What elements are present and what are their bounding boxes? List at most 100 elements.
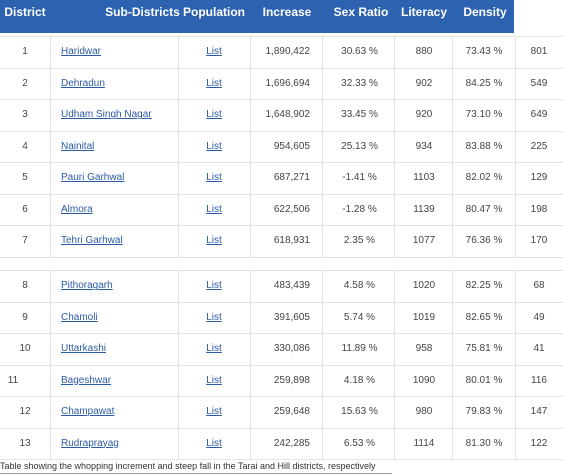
header-population: Population [183,5,245,19]
sub-district-link[interactable]: Nainital [61,140,95,152]
column-divider [50,36,51,257]
increase-value-cell: 30.63 % [322,36,397,68]
increase-value: 2.35 % [343,235,376,247]
column-divider [178,270,179,459]
increase-value: 4.58 % [343,280,376,292]
population-list-link[interactable]: List [206,46,222,58]
density-value-cell: 170 [515,225,563,257]
sub-district-link[interactable]: Almora [61,203,93,215]
density-value: 198 [530,203,548,215]
sub-district-link-cell: Pithoragarh [55,270,177,302]
sub-district-link[interactable]: Champawat [61,406,115,418]
sub-district-link[interactable]: Udham Singh Nagar [61,109,152,121]
literacy-value: 76.36 % [465,235,503,247]
population-list-link-cell: List [180,333,248,365]
row-divider [0,193,563,195]
column-divider [178,36,179,257]
literacy-value-cell: 73.43 % [452,36,516,68]
population-value-cell: 1,890,422 [250,36,320,68]
district-number: 1 [22,46,28,58]
table-row: 9 Chamoli List 391,605 5.74 % 1019 82.65 % 49 [0,302,563,334]
population-list-link[interactable]: List [206,235,222,247]
population-value-cell: 1,696,694 [250,68,320,100]
sub-district-link-cell: Uttarkashi [55,333,177,365]
population-value: 954,605 [273,140,310,152]
density-value-cell: 122 [515,428,563,460]
density-value: 801 [530,46,548,58]
increase-value-cell: 2.35 % [322,225,397,257]
literacy-value: 84.25 % [465,77,503,89]
table-header: District Sub-Districts Population Increa… [0,0,514,33]
sub-district-link[interactable]: Pithoragarh [61,280,113,292]
sex-ratio-value: 1077 [412,235,436,247]
population-list-link[interactable]: List [206,77,222,89]
sub-district-link[interactable]: Uttarkashi [61,343,107,355]
sub-district-link[interactable]: Pauri Garhwal [61,172,125,184]
population-list-link[interactable]: List [206,280,222,292]
row-divider [0,301,563,303]
district-number: 13 [19,437,31,449]
literacy-value: 82.02 % [465,172,503,184]
population-value-cell: 618,931 [250,225,320,257]
population-list-link[interactable]: List [206,343,222,355]
sex-ratio-value: 1139 [413,203,435,215]
increase-value: 30.63 % [341,46,378,58]
increase-value-cell: 11.89 % [322,333,397,365]
district-number-cell: 2 [0,68,50,100]
sub-district-link[interactable]: Dehradun [61,77,105,89]
sub-district-link[interactable]: Rudraprayag [61,437,119,449]
sex-ratio-value: 1103 [413,172,435,184]
sub-district-link-cell: Champawat [55,396,177,428]
row-divider [0,333,563,334]
population-value-cell: 391,605 [250,302,320,334]
population-list-link-cell: List [180,302,248,334]
sub-district-link-cell: Bageshwar [55,365,177,397]
sub-district-link[interactable]: Bageshwar [61,374,112,386]
sub-district-link[interactable]: Tehri Garhwal [61,235,123,247]
sub-district-link-cell: Chamoli [55,302,177,334]
sub-district-link-cell: Dehradun [55,68,177,100]
density-value: 147 [530,406,548,418]
population-list-link[interactable]: List [206,140,222,152]
population-list-link[interactable]: List [206,172,222,184]
literacy-value-cell: 73.10 % [452,99,516,131]
population-list-link-cell: List [180,99,248,131]
literacy-value: 79.83 % [465,406,503,418]
district-number-cell: 1 [0,36,50,68]
population-list-link-cell: List [180,365,248,397]
population-list-link-cell: List [180,68,248,100]
column-divider [322,36,323,257]
sub-district-link-cell: Rudraprayag [55,428,177,460]
population-list-link[interactable]: List [206,374,222,386]
population-list-link-cell: List [180,36,248,68]
sub-district-link[interactable]: Haridwar [61,46,102,58]
row-divider [0,162,563,163]
sex-ratio-value: 980 [415,406,433,418]
table-row: 4 Nainital List 954,605 25.13 % 934 83.88 % 225 [0,131,563,163]
population-value: 1,648,902 [265,109,311,121]
sub-district-link[interactable]: Chamoli [61,311,98,323]
literacy-value-cell: 82.25 % [452,270,516,302]
literacy-value-cell: 76.36 % [452,225,516,257]
population-value-cell: 483,439 [250,270,320,302]
district-number: 10 [19,343,31,355]
population-list-link[interactable]: List [206,406,222,418]
table-row: 3 Udham Singh Nagar List 1,648,902 33.45 % 92… [0,99,563,131]
population-list-link[interactable]: List [206,437,222,449]
sex-ratio-value: 880 [415,46,433,58]
literacy-value: 80.01 % [465,374,503,386]
literacy-value-cell: 80.01 % [452,365,516,397]
district-number: 9 [22,311,28,323]
literacy-value: 73.43 % [465,46,503,58]
population-list-link[interactable]: List [206,311,222,323]
population-list-link-cell: List [180,162,248,194]
sub-district-link-cell: Tehri Garhwal [55,225,177,257]
population-list-link[interactable]: List [206,109,222,121]
district-number-cell: 8 [0,270,50,302]
population-list-link[interactable]: List [206,203,222,215]
density-value: 68 [533,280,545,292]
district-number-cell: 4 [0,131,50,163]
sex-ratio-value-cell: 934 [394,131,454,163]
density-value: 170 [530,235,548,247]
sub-district-link-cell: Haridwar [55,36,177,68]
